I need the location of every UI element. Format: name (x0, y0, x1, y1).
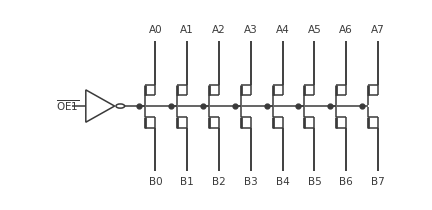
Text: B1: B1 (181, 177, 194, 187)
Text: B5: B5 (308, 177, 321, 187)
Text: A5: A5 (308, 25, 321, 35)
Text: B0: B0 (149, 177, 162, 187)
Text: A4: A4 (276, 25, 289, 35)
Text: A7: A7 (371, 25, 385, 35)
Text: A0: A0 (149, 25, 162, 35)
Text: B7: B7 (371, 177, 385, 187)
Text: B4: B4 (276, 177, 289, 187)
Text: B6: B6 (340, 177, 353, 187)
Text: A3: A3 (244, 25, 258, 35)
Text: $\overline{\mathrm{OE1}}$: $\overline{\mathrm{OE1}}$ (56, 98, 79, 113)
Text: A6: A6 (340, 25, 353, 35)
Text: B2: B2 (212, 177, 226, 187)
Text: A1: A1 (181, 25, 194, 35)
Text: A2: A2 (212, 25, 226, 35)
Text: B3: B3 (244, 177, 258, 187)
